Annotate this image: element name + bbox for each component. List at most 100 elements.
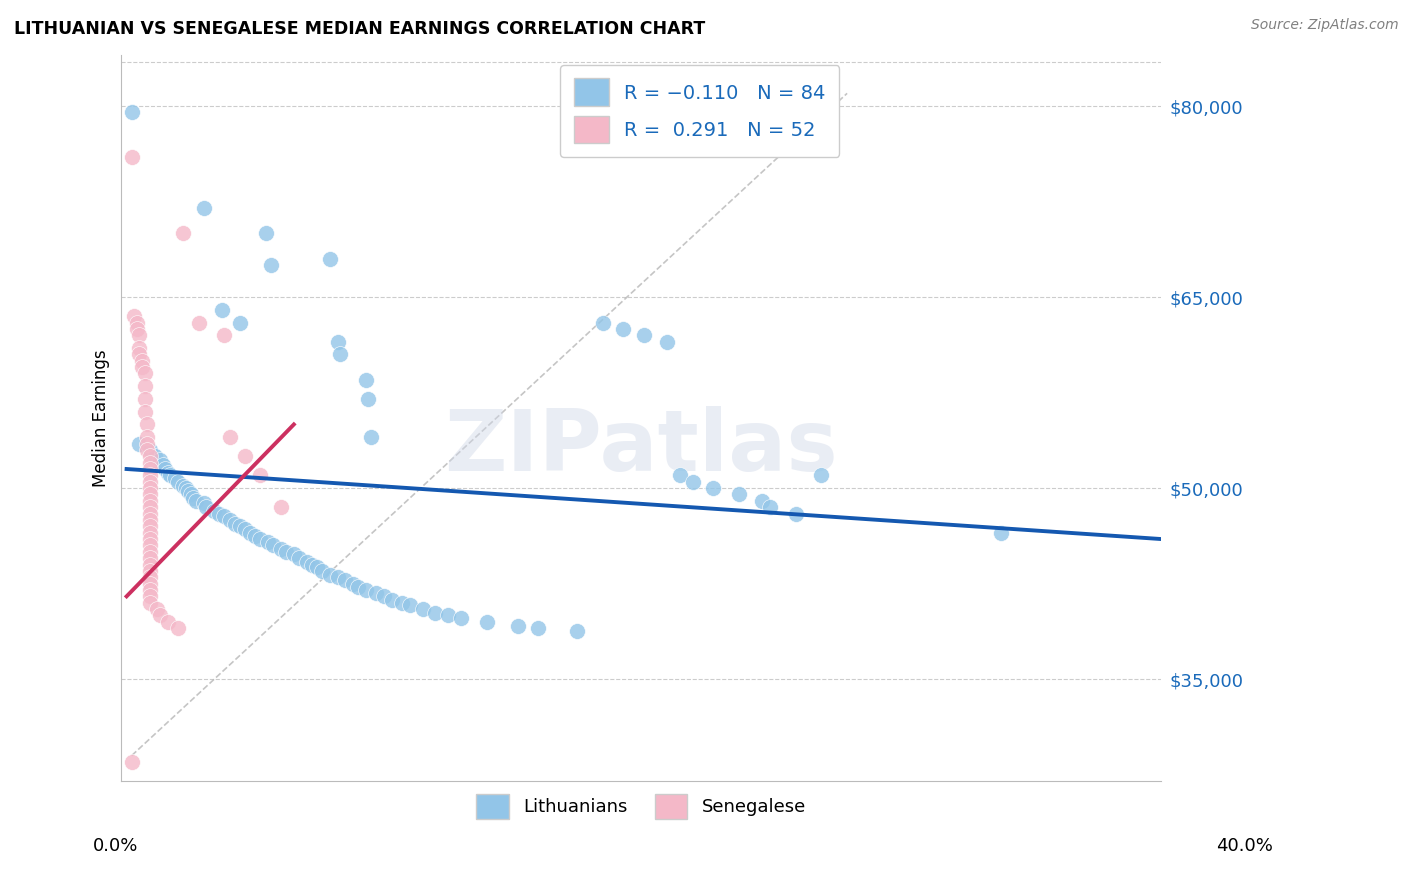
Point — [329, 347, 352, 361]
Point — [136, 442, 159, 457]
Point — [335, 573, 357, 587]
Point — [218, 513, 240, 527]
Point — [121, 755, 143, 769]
Point — [506, 618, 529, 632]
Point — [193, 496, 215, 510]
Point — [174, 481, 197, 495]
Point — [139, 500, 162, 515]
Point — [134, 405, 156, 419]
Point — [139, 450, 162, 464]
Point — [751, 493, 773, 508]
Point — [728, 487, 751, 501]
Point — [139, 493, 162, 508]
Point — [139, 507, 162, 521]
Point — [682, 475, 704, 489]
Point — [233, 450, 256, 464]
Point — [134, 367, 156, 381]
Point — [177, 483, 200, 498]
Point — [159, 468, 181, 483]
Point — [139, 481, 162, 495]
Point — [134, 379, 156, 393]
Point — [301, 558, 323, 572]
Point — [990, 525, 1012, 540]
Point — [139, 558, 162, 572]
Point — [139, 462, 162, 476]
Point — [565, 624, 588, 638]
Point — [527, 621, 550, 635]
Point — [146, 602, 169, 616]
Point — [131, 360, 153, 375]
Point — [153, 462, 176, 476]
Y-axis label: Median Earnings: Median Earnings — [93, 350, 110, 487]
Text: Source: ZipAtlas.com: Source: ZipAtlas.com — [1251, 18, 1399, 32]
Point — [180, 487, 202, 501]
Point — [172, 478, 194, 492]
Point — [125, 322, 148, 336]
Point — [139, 545, 162, 559]
Point — [366, 585, 388, 599]
Point — [276, 545, 298, 559]
Point — [425, 606, 447, 620]
Point — [139, 532, 162, 546]
Point — [139, 596, 162, 610]
Point — [319, 567, 342, 582]
Point — [211, 302, 233, 317]
Text: ZIPatlas: ZIPatlas — [444, 406, 838, 489]
Point — [214, 509, 236, 524]
Point — [193, 201, 215, 215]
Text: LITHUANIAN VS SENEGALESE MEDIAN EARNINGS CORRELATION CHART: LITHUANIAN VS SENEGALESE MEDIAN EARNINGS… — [14, 20, 706, 37]
Point — [354, 582, 377, 597]
Point — [633, 328, 655, 343]
Point — [270, 542, 292, 557]
Point — [702, 481, 724, 495]
Point — [172, 227, 194, 241]
Point — [785, 507, 807, 521]
Point — [311, 564, 333, 578]
Point — [139, 551, 162, 566]
Point — [184, 493, 207, 508]
Point — [669, 468, 692, 483]
Point — [139, 513, 162, 527]
Point — [208, 507, 231, 521]
Point — [319, 252, 342, 266]
Legend: Lithuanians, Senegalese: Lithuanians, Senegalese — [470, 787, 813, 826]
Point — [139, 468, 162, 483]
Point — [156, 615, 179, 629]
Point — [224, 516, 246, 531]
Point — [381, 593, 404, 607]
Point — [128, 341, 150, 355]
Point — [450, 611, 472, 625]
Point — [136, 417, 159, 432]
Point — [354, 373, 377, 387]
Point — [139, 456, 162, 470]
Text: 40.0%: 40.0% — [1216, 837, 1272, 855]
Point — [305, 560, 328, 574]
Point — [139, 487, 162, 501]
Point — [167, 621, 190, 635]
Point — [810, 468, 832, 483]
Point — [139, 525, 162, 540]
Point — [149, 608, 172, 623]
Point — [239, 525, 262, 540]
Point — [139, 582, 162, 597]
Point — [326, 334, 349, 349]
Point — [759, 500, 782, 515]
Point — [391, 596, 413, 610]
Point — [229, 316, 252, 330]
Point — [326, 570, 349, 584]
Point — [270, 500, 292, 515]
Point — [124, 309, 146, 323]
Point — [156, 466, 179, 480]
Point — [288, 551, 311, 566]
Point — [475, 615, 498, 629]
Point — [136, 430, 159, 444]
Point — [143, 450, 166, 464]
Point — [612, 322, 634, 336]
Point — [262, 538, 284, 552]
Point — [249, 532, 271, 546]
Point — [167, 475, 190, 489]
Point — [121, 105, 143, 120]
Point — [257, 534, 280, 549]
Point — [134, 392, 156, 406]
Point — [139, 538, 162, 552]
